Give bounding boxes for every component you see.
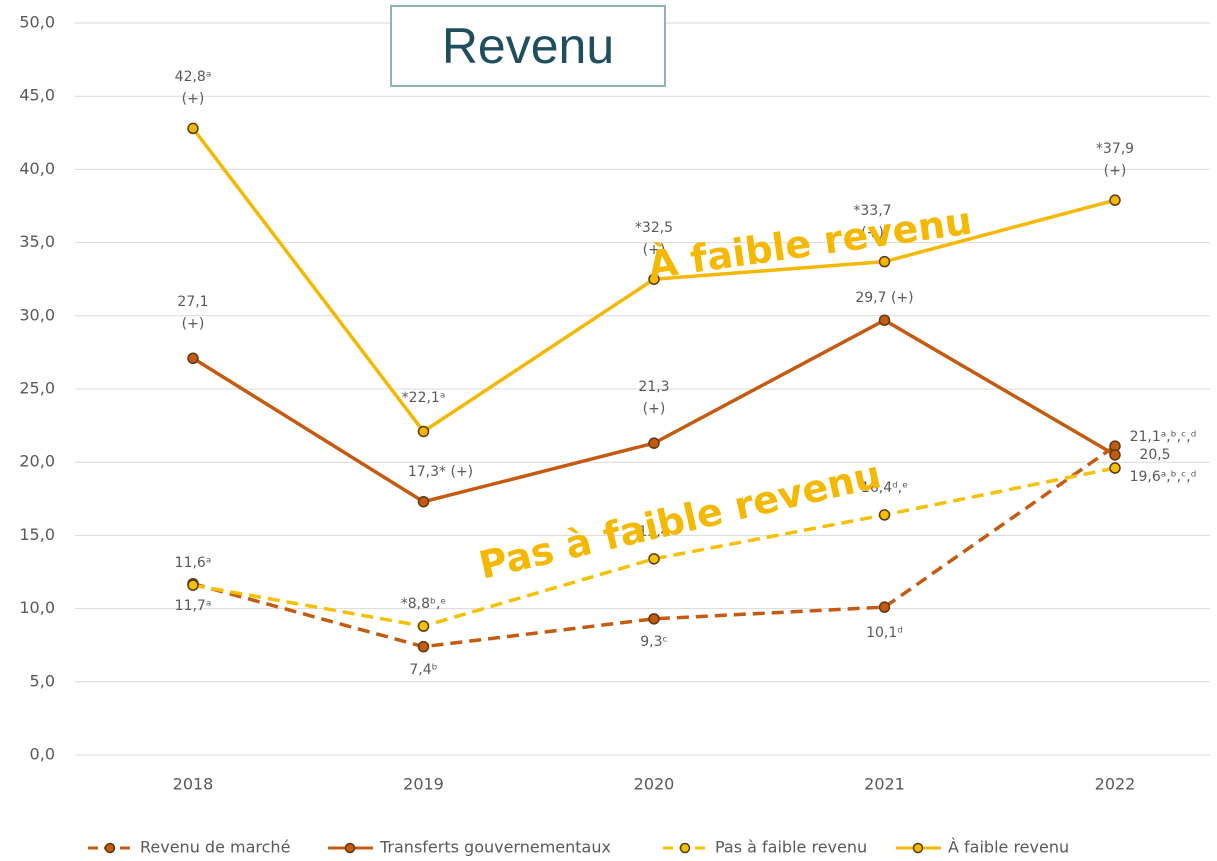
value-label: *33,7 (+) [853, 202, 892, 241]
legend-marker [679, 842, 691, 854]
y-tick-label: 10,0 [19, 598, 55, 617]
y-tick-label: 30,0 [19, 305, 55, 324]
y-tick-label: 50,0 [19, 13, 55, 32]
value-label: 17,3* (+) [407, 463, 474, 480]
point [187, 579, 199, 591]
value-label: 13,4 [638, 523, 670, 540]
point [878, 601, 891, 613]
point [417, 425, 430, 438]
value-label: 42,8ᵃ (+) [174, 69, 212, 108]
x-tick-label: 2019 [403, 775, 444, 794]
point [417, 620, 430, 632]
legend-marker [104, 842, 116, 854]
point [417, 640, 430, 653]
point [648, 437, 660, 449]
value-label: *22,1ᵃ [401, 390, 446, 407]
point [1109, 194, 1121, 206]
legend-label: Revenu de marché [140, 838, 290, 857]
value-label: *8,8ᵇ,ᵉ [400, 596, 447, 613]
legend-marker [344, 842, 356, 854]
point [417, 495, 430, 508]
y-tick-label: 15,0 [19, 525, 55, 544]
y-tick-label: 0,0 [30, 745, 55, 764]
legend-label: Pas à faible revenu [715, 838, 867, 857]
x-tick-label: 2018 [173, 775, 214, 794]
x-tick-label: 2022 [1095, 775, 1136, 794]
y-tick-label: 40,0 [19, 159, 55, 178]
point [648, 273, 660, 285]
point [187, 122, 199, 135]
point [878, 314, 891, 326]
value-label: 27,1 (+) [177, 294, 209, 333]
legend-label: Transferts gouvernementaux [379, 838, 611, 857]
point [648, 613, 660, 625]
value-label: 21,1ᵃ,ᵇ,ᶜ,ᵈ [1129, 429, 1197, 446]
value-label: 7,4ᵇ [409, 661, 438, 678]
value-label: 20,5 [1139, 446, 1171, 463]
point [878, 255, 891, 268]
series-line [192, 466, 1116, 628]
point [878, 509, 891, 521]
series-line [192, 444, 1117, 649]
point [187, 352, 199, 365]
value-label: 10,1ᵈ [866, 625, 903, 642]
value-label: 11,6ᵃ [174, 555, 212, 572]
x-tick-label: 2021 [864, 775, 905, 794]
legend-marker [912, 842, 924, 854]
value-label: 21,3 (+) [638, 379, 670, 418]
y-tick-label: 25,0 [19, 379, 55, 398]
value-label: 29,7 (+) [855, 290, 914, 307]
value-label: 19,6ᵃ,ᵇ,ᶜ,ᵈ [1129, 469, 1197, 486]
point [1109, 462, 1121, 474]
y-tick-label: 45,0 [19, 86, 55, 105]
x-tick-label: 2020 [634, 775, 675, 794]
chart-title: Revenu [390, 5, 666, 87]
point [648, 553, 660, 565]
value-label: 11,7ᵃ [174, 597, 212, 614]
legend-label: À faible revenu [948, 838, 1069, 857]
y-tick-label: 20,0 [19, 452, 55, 471]
value-label: 16,4ᵈ,ᵉ [860, 479, 909, 496]
value-label: *37,9 (+) [1095, 141, 1135, 180]
y-tick-label: 5,0 [30, 671, 55, 690]
value-label: 9,3ᶜ [640, 633, 668, 650]
y-tick-label: 35,0 [19, 232, 55, 251]
value-label: *32,5 (+) [634, 220, 674, 259]
point [1109, 449, 1121, 461]
